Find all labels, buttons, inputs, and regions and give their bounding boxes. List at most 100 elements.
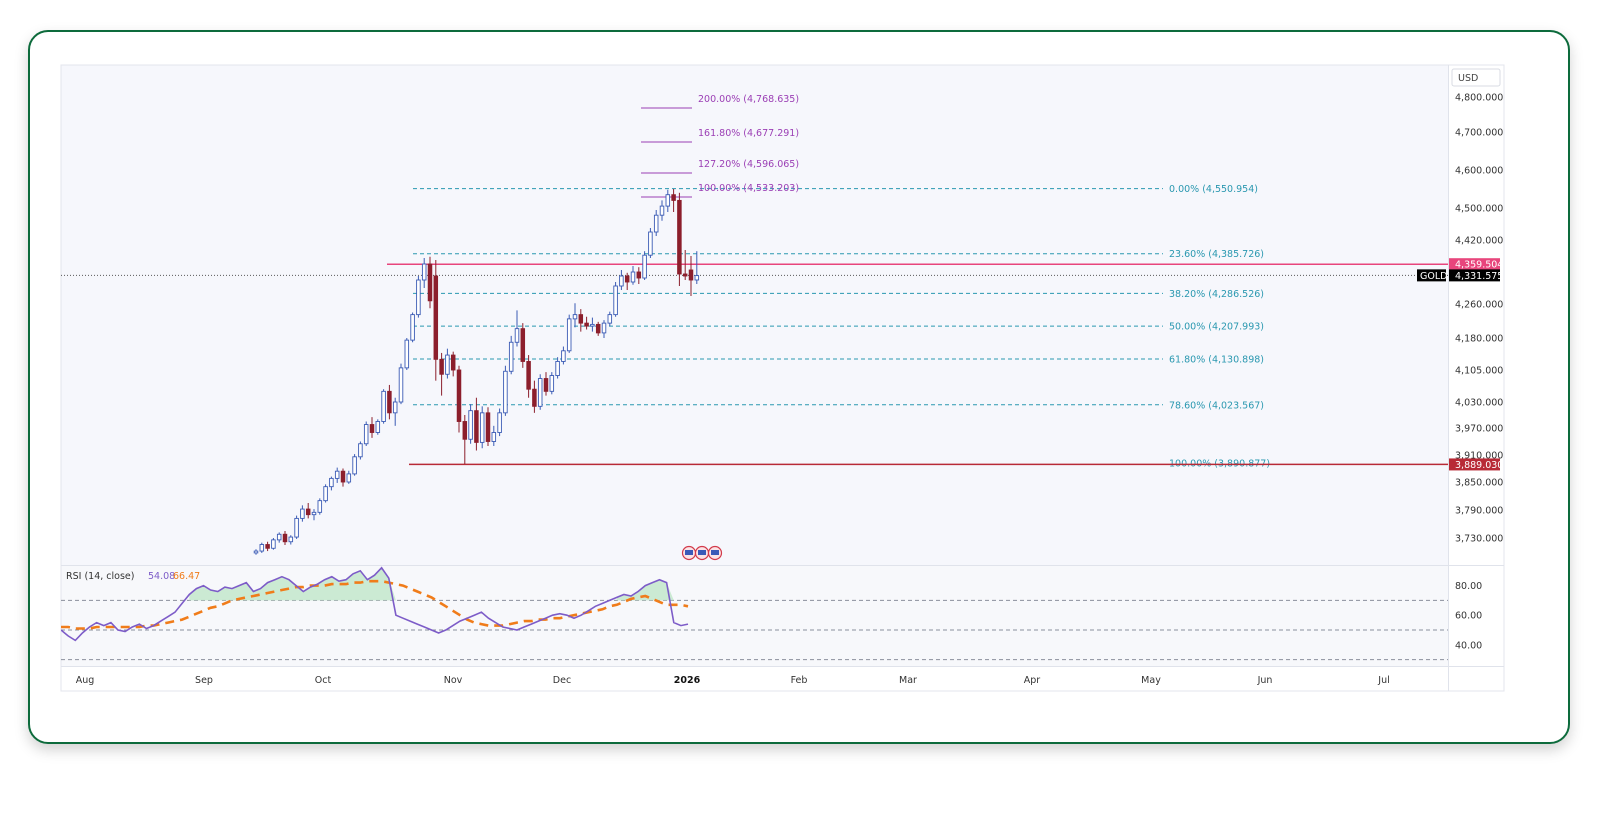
candle[interactable] xyxy=(584,316,589,330)
price-axis-ticks: 4,800.000 4,700.000 4,600.000 4,500.000 4,42… xyxy=(1455,93,1503,545)
candle[interactable] xyxy=(363,421,369,447)
candle[interactable] xyxy=(421,258,427,288)
candle[interactable] xyxy=(294,515,299,539)
fib-extension-label: 161.80% (4,677.291) xyxy=(698,128,799,139)
candle[interactable] xyxy=(259,542,265,553)
candle[interactable] xyxy=(514,310,520,347)
candle[interactable] xyxy=(503,365,508,416)
candle[interactable] xyxy=(613,282,618,317)
candle[interactable] xyxy=(392,397,398,426)
candle[interactable] xyxy=(271,538,276,550)
candle[interactable] xyxy=(572,303,578,328)
candle[interactable] xyxy=(653,210,659,236)
candle[interactable] xyxy=(456,365,462,433)
candle[interactable] xyxy=(578,309,584,332)
candle[interactable] xyxy=(694,251,700,284)
candle[interactable] xyxy=(329,476,334,491)
candle[interactable] xyxy=(253,549,259,555)
fib-extension[interactable]: 200.00% (4,768.635) 161.80% (4,677.291) 12… xyxy=(641,94,799,198)
candle[interactable] xyxy=(276,532,282,543)
candle[interactable] xyxy=(682,250,688,280)
candles[interactable] xyxy=(253,189,700,555)
candle[interactable] xyxy=(340,468,346,487)
candle[interactable] xyxy=(520,323,526,368)
candle[interactable] xyxy=(416,276,421,318)
candle[interactable] xyxy=(323,484,328,503)
candle[interactable] xyxy=(474,397,479,451)
candle[interactable] xyxy=(677,192,682,286)
candle-body xyxy=(265,544,270,549)
rsi-ma-value: 66.47 xyxy=(173,571,200,582)
candle[interactable] xyxy=(671,189,676,212)
candle[interactable] xyxy=(491,425,497,446)
candle[interactable] xyxy=(601,320,607,338)
candle-body xyxy=(300,508,305,519)
rsi-overbought-fill xyxy=(189,567,674,601)
candle[interactable] xyxy=(352,454,357,476)
candle[interactable] xyxy=(659,200,665,221)
rsi-label[interactable]: RSI (14, close) xyxy=(66,571,134,582)
candle[interactable] xyxy=(688,256,694,296)
candle[interactable] xyxy=(479,406,485,449)
candle[interactable] xyxy=(595,321,601,336)
candle-body xyxy=(532,388,537,407)
rsi-pane-background xyxy=(61,566,1448,666)
candle[interactable] xyxy=(543,372,549,396)
time-tick-label: Jul xyxy=(1377,675,1389,686)
price-tick-label: 4,260.000 xyxy=(1455,300,1503,311)
candle[interactable] xyxy=(630,266,636,285)
candle[interactable] xyxy=(549,372,555,395)
price-tick-label: 3,970.000 xyxy=(1455,424,1503,435)
candle[interactable] xyxy=(311,509,317,521)
candle[interactable] xyxy=(346,470,352,484)
candle[interactable] xyxy=(410,312,415,343)
candle[interactable] xyxy=(445,348,450,379)
candle[interactable] xyxy=(619,270,624,290)
candle-body xyxy=(665,194,671,207)
candle[interactable] xyxy=(375,419,381,435)
currency-box[interactable] xyxy=(1451,68,1501,87)
candle[interactable] xyxy=(508,335,514,375)
candle[interactable] xyxy=(358,441,363,460)
candle[interactable] xyxy=(427,256,433,309)
rsi-line[interactable] xyxy=(61,566,689,642)
candle[interactable] xyxy=(317,498,323,515)
candle[interactable] xyxy=(532,380,537,413)
candle[interactable] xyxy=(624,272,630,290)
candle[interactable] xyxy=(387,384,392,420)
candle[interactable] xyxy=(485,407,491,446)
rsi-tick-label: 60.00 xyxy=(1455,611,1482,622)
candle[interactable] xyxy=(381,389,386,424)
candle-body xyxy=(363,424,369,445)
candle[interactable] xyxy=(497,408,502,437)
candle[interactable] xyxy=(537,374,543,410)
candle[interactable] xyxy=(642,251,647,280)
candle[interactable] xyxy=(636,267,642,284)
candle[interactable] xyxy=(282,531,288,545)
candle[interactable] xyxy=(305,503,311,519)
candle[interactable] xyxy=(462,415,468,464)
candle[interactable] xyxy=(555,357,560,379)
candle[interactable] xyxy=(526,355,531,398)
economic-events[interactable] xyxy=(681,545,723,561)
candle[interactable] xyxy=(566,314,572,353)
candle-body xyxy=(688,269,694,281)
candle[interactable] xyxy=(398,363,404,405)
candle[interactable] xyxy=(648,228,653,258)
candle[interactable] xyxy=(433,260,439,381)
candle[interactable] xyxy=(439,352,444,396)
time-axis-background xyxy=(61,666,1504,691)
candle[interactable] xyxy=(300,505,305,522)
candle[interactable] xyxy=(288,535,294,545)
candle[interactable] xyxy=(404,338,410,370)
candle[interactable] xyxy=(607,311,613,327)
candle[interactable] xyxy=(334,467,340,483)
candle[interactable] xyxy=(265,541,270,552)
candle[interactable] xyxy=(590,317,595,332)
candle[interactable] xyxy=(665,189,671,212)
candle[interactable] xyxy=(468,404,473,444)
candle[interactable] xyxy=(450,351,456,377)
candle[interactable] xyxy=(561,346,566,365)
candle[interactable] xyxy=(369,417,375,438)
